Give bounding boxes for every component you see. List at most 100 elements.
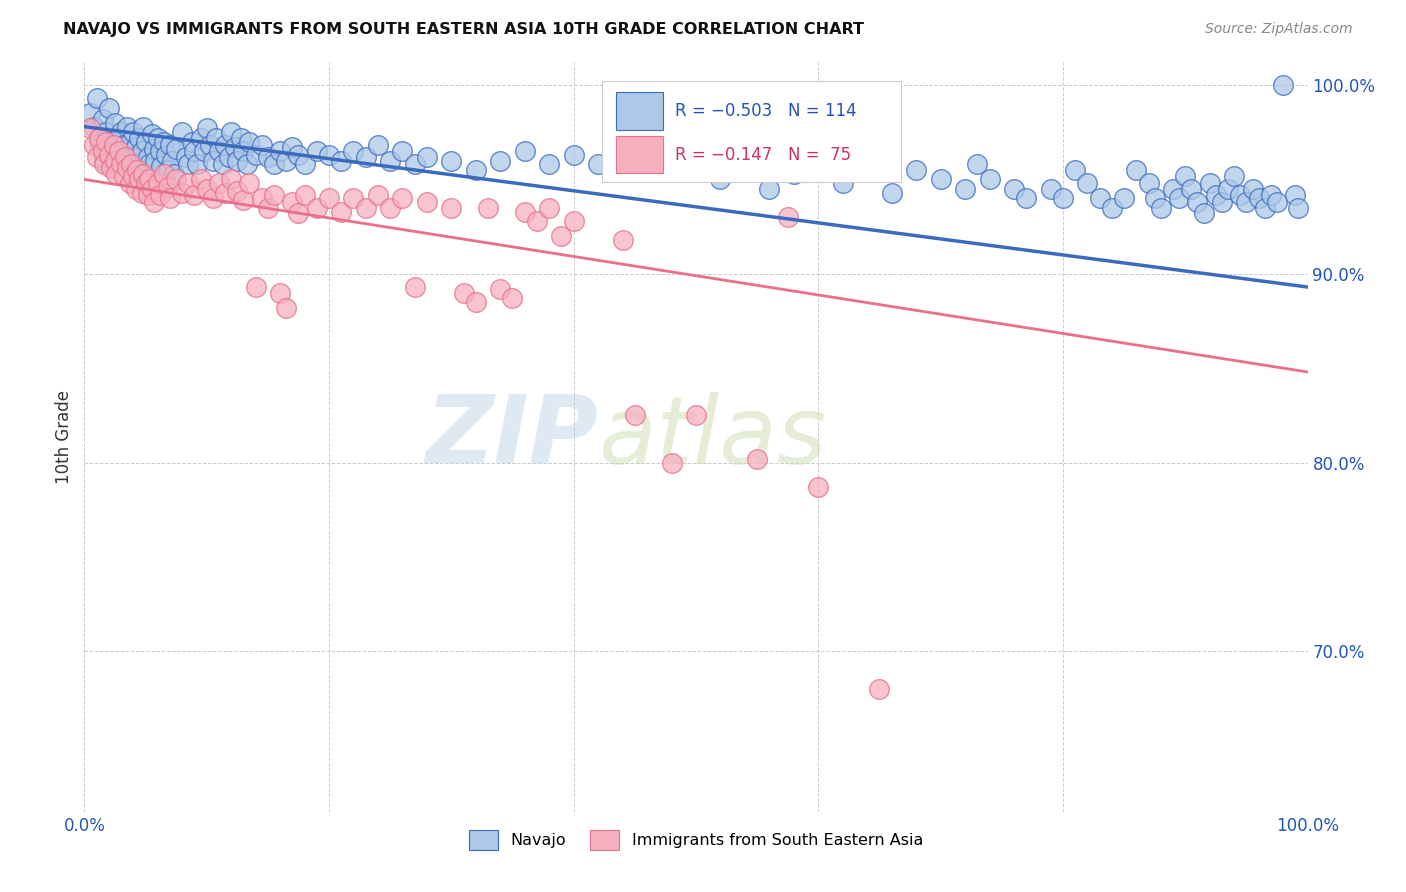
Point — [177, 176, 200, 190]
Point — [155, 148, 177, 162]
Point — [153, 135, 176, 149]
Point — [118, 135, 141, 149]
Point — [96, 135, 118, 149]
Point — [1286, 201, 1309, 215]
Point — [86, 150, 108, 164]
Point — [661, 157, 683, 171]
Point — [91, 144, 114, 158]
Point — [305, 201, 328, 215]
Point — [87, 131, 110, 145]
Point — [342, 144, 364, 158]
Point — [141, 182, 163, 196]
Point — [104, 153, 127, 168]
Point — [115, 161, 138, 175]
Point — [354, 201, 377, 215]
Point — [105, 131, 128, 145]
Point — [612, 233, 634, 247]
Point — [464, 163, 486, 178]
Point — [1223, 169, 1246, 183]
Point — [224, 140, 246, 154]
Point — [159, 138, 181, 153]
Point — [201, 191, 224, 205]
Point — [163, 167, 186, 181]
Point — [1161, 182, 1184, 196]
Point — [586, 157, 609, 171]
Point — [869, 681, 891, 696]
Point — [125, 182, 148, 196]
Point — [98, 144, 121, 158]
Point — [526, 214, 548, 228]
Point — [1101, 201, 1123, 215]
Point — [165, 172, 187, 186]
Point — [672, 135, 695, 149]
Point — [354, 150, 377, 164]
Point — [1180, 182, 1202, 196]
Point — [105, 167, 128, 181]
Point — [1002, 182, 1025, 196]
Point — [250, 191, 273, 205]
Y-axis label: 10th Grade: 10th Grade — [55, 390, 73, 484]
Legend: Navajo, Immigrants from South Eastern Asia: Navajo, Immigrants from South Eastern As… — [463, 824, 929, 856]
Point — [1216, 182, 1239, 196]
Point — [114, 153, 136, 168]
Point — [404, 280, 426, 294]
Point — [208, 176, 231, 190]
Point — [190, 131, 212, 145]
Point — [79, 121, 101, 136]
Point — [232, 144, 254, 158]
Point — [562, 148, 585, 162]
Point — [1265, 195, 1288, 210]
Point — [87, 131, 110, 145]
Point — [149, 187, 172, 202]
Point — [979, 172, 1001, 186]
Point — [172, 186, 194, 200]
Point — [1260, 187, 1282, 202]
Point — [489, 153, 512, 168]
Point — [416, 150, 439, 164]
Point — [1088, 191, 1111, 205]
Text: R = −0.147   N =  75: R = −0.147 N = 75 — [675, 145, 851, 163]
Point — [110, 157, 132, 171]
Point — [229, 131, 252, 145]
Point — [294, 187, 316, 202]
Point — [146, 176, 169, 190]
Point — [330, 153, 353, 168]
Point — [143, 153, 166, 168]
Point — [115, 120, 138, 134]
Point — [330, 204, 353, 219]
Point — [758, 182, 780, 196]
Point — [125, 163, 148, 178]
Point — [141, 127, 163, 141]
Point — [1236, 195, 1258, 210]
Point — [263, 187, 285, 202]
Point — [79, 106, 101, 120]
Point — [612, 153, 634, 168]
Point — [1229, 187, 1251, 202]
Point — [208, 144, 231, 158]
Point — [100, 157, 122, 171]
Point — [83, 120, 105, 134]
Point — [257, 150, 280, 164]
Point — [120, 150, 142, 164]
Point — [1064, 163, 1087, 178]
Point — [287, 206, 309, 220]
Point — [856, 163, 879, 178]
Point — [1284, 187, 1306, 202]
Point — [211, 157, 233, 171]
Point — [1168, 191, 1191, 205]
Point — [114, 150, 136, 164]
Point — [136, 187, 159, 202]
Point — [174, 150, 197, 164]
Point — [128, 131, 150, 145]
Point — [162, 153, 184, 168]
Point — [250, 138, 273, 153]
Point — [440, 153, 463, 168]
Point — [104, 116, 127, 130]
Point — [172, 125, 194, 139]
Point — [1150, 201, 1173, 215]
Point — [1254, 201, 1277, 215]
Point — [685, 409, 707, 423]
Point — [89, 138, 111, 153]
Point — [245, 148, 267, 162]
Point — [831, 176, 853, 190]
